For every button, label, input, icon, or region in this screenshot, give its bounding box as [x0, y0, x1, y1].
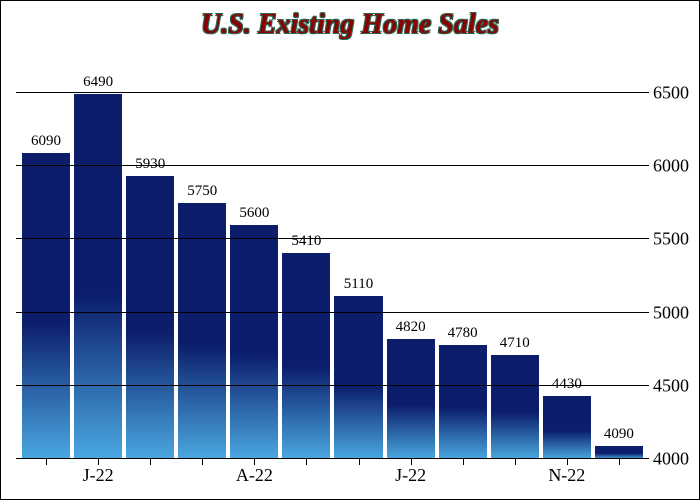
y-tick-label: 6500: [653, 82, 697, 103]
bar-value-label: 4710: [500, 335, 530, 352]
x-tick-label: A-22: [230, 465, 278, 489]
chart-title: U.S. Existing Home Sales: [1, 9, 699, 41]
bar: 5410: [282, 253, 330, 459]
y-tick-label: 6000: [653, 156, 697, 177]
bar-wrap: 5110: [334, 49, 382, 459]
plot-area: 6090649059305750560054105110482047804710…: [16, 49, 649, 459]
bar: 4710: [491, 355, 539, 459]
bar-value-label: 6490: [83, 74, 113, 91]
bar-value-label: 6090: [31, 133, 61, 150]
bar-wrap: 4090: [595, 49, 643, 459]
y-tick-label: 4500: [653, 375, 697, 396]
bar-wrap: 4820: [387, 49, 435, 459]
y-tick-label: 4000: [653, 449, 697, 470]
bar-wrap: 4780: [439, 49, 487, 459]
x-tick-label: [595, 465, 643, 489]
bar-wrap: 5750: [178, 49, 226, 459]
gridline: [16, 165, 649, 166]
bar: 4780: [439, 345, 487, 459]
bar: 6090: [22, 153, 70, 459]
gridline: [16, 238, 649, 239]
bar: 5930: [126, 176, 174, 459]
gridline: [16, 458, 649, 459]
chart-container: U.S. Existing Home Sales 609064905930575…: [0, 0, 700, 500]
bar-value-label: 5410: [291, 233, 321, 250]
bar-wrap: 5600: [230, 49, 278, 459]
x-labels: J-22 A-22 J-22 N-22: [16, 465, 649, 489]
bar-value-label: 4820: [396, 319, 426, 336]
bar: 5110: [334, 296, 382, 459]
x-tick-label: N-22: [543, 465, 591, 489]
bar-wrap: 4430: [543, 49, 591, 459]
y-tick-label: 5500: [653, 229, 697, 250]
bar: 5750: [178, 203, 226, 459]
bar: 4820: [387, 339, 435, 459]
bar-value-label: 5110: [344, 276, 373, 293]
bar-wrap: 5410: [282, 49, 330, 459]
bar: 6490: [74, 94, 122, 459]
bar-wrap: 6090: [22, 49, 70, 459]
x-tick-label: [126, 465, 174, 489]
x-tick-label: J-22: [74, 465, 122, 489]
gridline: [16, 385, 649, 386]
bar-wrap: 6490: [74, 49, 122, 459]
x-tick-label: [334, 465, 382, 489]
bar-value-label: 4780: [448, 325, 478, 342]
bar: 4430: [543, 396, 591, 459]
bar-wrap: 4710: [491, 49, 539, 459]
x-tick-label: [282, 465, 330, 489]
bar-value-label: 5600: [239, 205, 269, 222]
x-tick-label: [22, 465, 70, 489]
gridline: [16, 92, 649, 93]
bars-group: 6090649059305750560054105110482047804710…: [16, 49, 649, 459]
x-tick-label: J-22: [387, 465, 435, 489]
gridline: [16, 312, 649, 313]
bar-value-label: 5750: [187, 183, 217, 200]
x-tick-label: [178, 465, 226, 489]
bar-wrap: 5930: [126, 49, 174, 459]
bar-value-label: 4090: [604, 426, 634, 443]
bar: 5600: [230, 225, 278, 459]
x-tick-label: [439, 465, 487, 489]
x-tick-label: [491, 465, 539, 489]
y-tick-label: 5000: [653, 302, 697, 323]
